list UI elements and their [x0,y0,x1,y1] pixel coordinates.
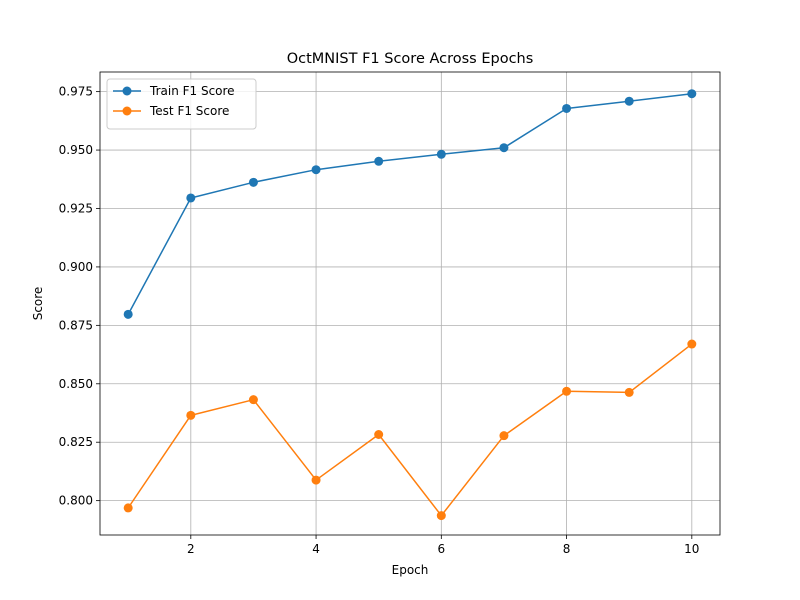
y-tick-label: 0.875 [59,318,93,332]
y-tick-label: 0.975 [59,85,93,99]
series-line [127,343,693,517]
data-point [248,177,258,187]
series-2 [123,339,697,521]
data-series [123,89,697,521]
data-point [499,431,509,441]
plot-area [100,72,720,535]
y-tick-label: 0.925 [59,201,93,215]
data-point [374,156,384,166]
y-tick-label: 0.800 [59,494,93,508]
data-point [624,387,634,397]
y-tick-label: 0.850 [59,377,93,391]
x-axis-ticks: 2 4 6 8 10 [187,535,699,556]
x-tick-label: 10 [684,542,699,556]
series-line [127,92,692,315]
data-point [311,165,321,175]
series-1 [123,89,697,319]
x-axis-label: Epoch [392,563,429,577]
y-axis-label: Score [31,287,45,321]
data-point [499,143,509,153]
y-tick-label: 0.950 [59,143,93,157]
chart-title: OctMNIST F1 Score Across Epochs [287,51,534,67]
legend-label: Test F1 Score [149,104,229,118]
data-point [687,339,697,349]
legend-marker [122,86,132,96]
y-axis-ticks: 0.800 0.825 0.850 0.875 0.900 0.925 0.950 0.975 [59,85,100,508]
x-tick-label: 6 [437,542,445,556]
data-point [562,103,572,113]
data-point [436,511,446,521]
data-point [436,149,446,159]
data-point [123,503,133,513]
data-point [248,395,258,405]
data-point [687,89,697,99]
data-point [311,475,321,485]
data-point [624,96,634,106]
x-tick-label: 4 [312,542,320,556]
x-tick-label: 8 [563,542,571,556]
data-point [123,309,133,319]
plot-frame [99,71,721,536]
legend-box [106,78,257,130]
y-tick-label: 0.825 [59,435,93,449]
legend-marker [122,106,132,116]
legend: Train F1 Score Test F1 Score [106,78,257,130]
legend-label: Train F1 Score [149,84,235,98]
axes [99,71,721,536]
grid-lines [100,72,720,535]
data-point [374,430,384,440]
x-tick-label: 2 [187,542,195,556]
data-point [562,386,572,396]
data-point [186,193,196,203]
y-tick-label: 0.900 [59,260,93,274]
data-point [186,410,196,420]
